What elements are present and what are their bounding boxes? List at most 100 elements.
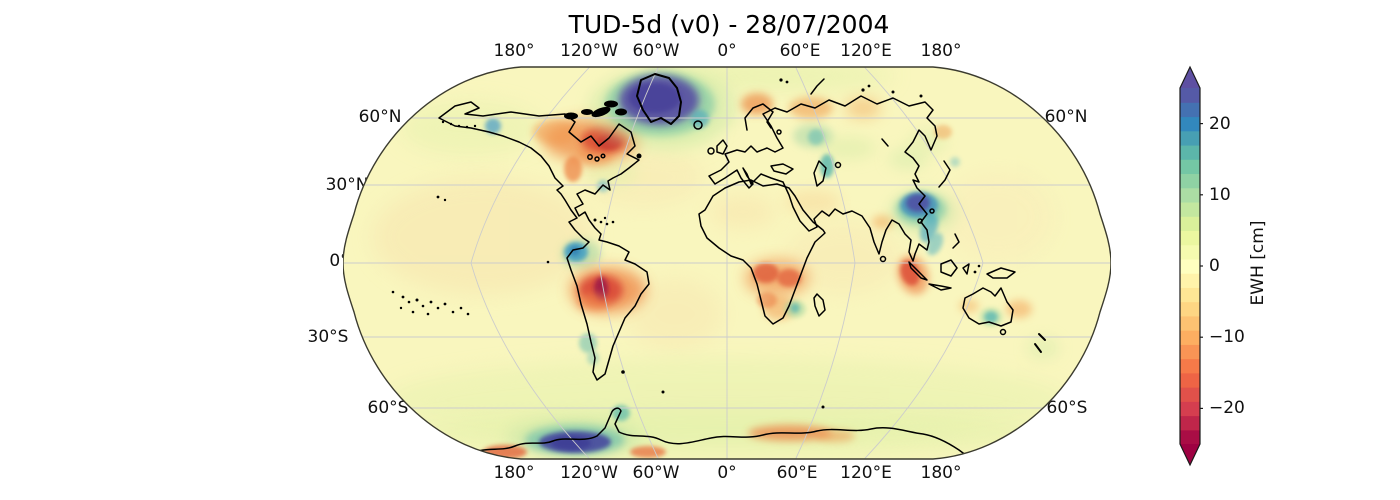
anomaly-antarctica-orange-mid (630, 446, 666, 458)
colorbar-bands (1180, 67, 1200, 465)
coastline-antarctica (470, 407, 968, 457)
colorbar-tick-label: −20 (1209, 398, 1245, 419)
colorbar-band (1180, 88, 1200, 103)
meridian-gridline (470, 67, 590, 459)
colorbar-band (1180, 330, 1200, 345)
colorbar (1179, 65, 1203, 467)
anomaly-caspian-teal (820, 154, 834, 178)
map-border (343, 66, 1111, 460)
anomaly-w-pacific-tint (943, 172, 1053, 262)
anomaly-w-russia-orange (789, 97, 833, 119)
coastline-uk (716, 139, 728, 155)
latitude-label-left: 30°N (325, 175, 369, 195)
anomaly-zambia-teal (790, 303, 800, 313)
colorbar-band (1180, 258, 1200, 274)
anomaly-mideast-tint (785, 190, 841, 214)
world-map (343, 66, 1111, 460)
taiwan (929, 208, 935, 214)
sri-lanka (879, 255, 887, 263)
latitude-label-left: 60°S (367, 398, 409, 418)
colorbar-tick-label: 20 (1209, 113, 1231, 134)
anomaly-ne-australia-orange (1006, 300, 1032, 318)
colorbar-band (1180, 358, 1200, 374)
latitude-label-left: 60°N (358, 107, 402, 127)
colorbar-band (1180, 230, 1200, 246)
hainan (917, 218, 923, 224)
anomaly-s-patagonia-teal (587, 351, 599, 365)
colorbar-outline (1179, 65, 1201, 467)
colorbar-band (1180, 273, 1200, 288)
anomaly-peninsula-teal (612, 405, 630, 421)
black-sea (770, 163, 794, 175)
sumatra (908, 261, 928, 281)
anomaly-patagonia-teal (579, 333, 597, 353)
coastline-japan (938, 160, 951, 188)
coastline-scandinavia (744, 103, 774, 131)
new-zealand-south (1034, 343, 1042, 353)
colorbar-tick-label: 10 (1209, 184, 1231, 205)
longitude-label-bottom: 120°W (560, 463, 618, 483)
colorbar-band (1180, 372, 1200, 388)
colorbar-tick-label: 0 (1209, 256, 1220, 276)
anomaly-congo-core-east (777, 269, 801, 287)
arctic-islands (564, 78, 923, 159)
anomaly-alaska-blue (485, 118, 501, 134)
anomaly-w-australia-orange (959, 299, 979, 313)
colorbar-band (1180, 401, 1200, 417)
meridian-gridline (795, 67, 856, 459)
colorbar-band (1180, 244, 1200, 260)
longitude-label-top: 180° (493, 41, 535, 61)
anomaly-c-asia-orange (845, 98, 881, 118)
great-lakes (587, 129, 782, 162)
anomaly-e-greenland-teal (691, 110, 709, 128)
coastline-iceland (693, 120, 703, 130)
colorbar-band (1180, 315, 1200, 331)
anomaly-thailand-streak (926, 232, 944, 256)
anomaly-se-asia-core (900, 260, 920, 286)
colorbar-band (1180, 387, 1200, 402)
anomaly-sahara-tint (709, 196, 777, 228)
colorbar-band (1180, 201, 1200, 217)
anomaly-australia-teal (984, 311, 998, 323)
colorbar-band (1180, 344, 1200, 360)
anomaly-indian-ocean-tint (785, 222, 901, 294)
longitude-label-bottom: 180° (920, 463, 962, 483)
colorbar-label: EWH [cm] (1248, 220, 1268, 306)
colorbar-band (1180, 301, 1200, 317)
tasmania (999, 328, 1007, 336)
colorbar-band (1180, 287, 1200, 303)
anomaly-e-pacific-tint (373, 179, 593, 295)
colorbar-band (1180, 102, 1200, 118)
longitude-label-top: 120°W (560, 41, 618, 61)
novaya-zemlya (810, 78, 825, 95)
colorbar-band (1180, 159, 1200, 175)
anomaly-bangladesh-core (906, 194, 930, 212)
longitude-label-bottom: 60°E (776, 463, 818, 483)
anomaly-s-atlantic-tint (627, 278, 723, 350)
coastline-africa (698, 179, 826, 325)
anomaly-nz-green (1027, 337, 1059, 359)
coastline-americas (438, 101, 650, 381)
colorbar-band (1180, 144, 1200, 160)
colorbar-band (1180, 216, 1200, 231)
aral-sea (834, 161, 842, 169)
sulawesi (962, 263, 970, 275)
longitude-label-bottom: 60°W (632, 463, 680, 483)
pacific-islands (391, 120, 981, 409)
anomaly-volga-teal (808, 129, 824, 145)
anomaly-congo-core-west (753, 263, 779, 283)
coastline-ireland (707, 147, 715, 155)
coastline-madagascar (813, 293, 826, 317)
colorbar-lower-arrow (1180, 444, 1200, 465)
anomaly-scandinavia-orange (741, 93, 773, 115)
philippines (952, 233, 960, 249)
anomaly-kamchatka-orange (934, 125, 952, 139)
coastlines (391, 73, 1046, 457)
longitude-label-top: 120°E (840, 41, 892, 61)
java (928, 283, 952, 291)
anomaly-bolivia-orange (577, 293, 609, 311)
borneo (940, 259, 958, 277)
meridian-gridline (864, 67, 984, 459)
figure-title: TUD-5d (v0) - 28/07/2004 (568, 10, 890, 39)
colorbar-band (1180, 130, 1200, 146)
